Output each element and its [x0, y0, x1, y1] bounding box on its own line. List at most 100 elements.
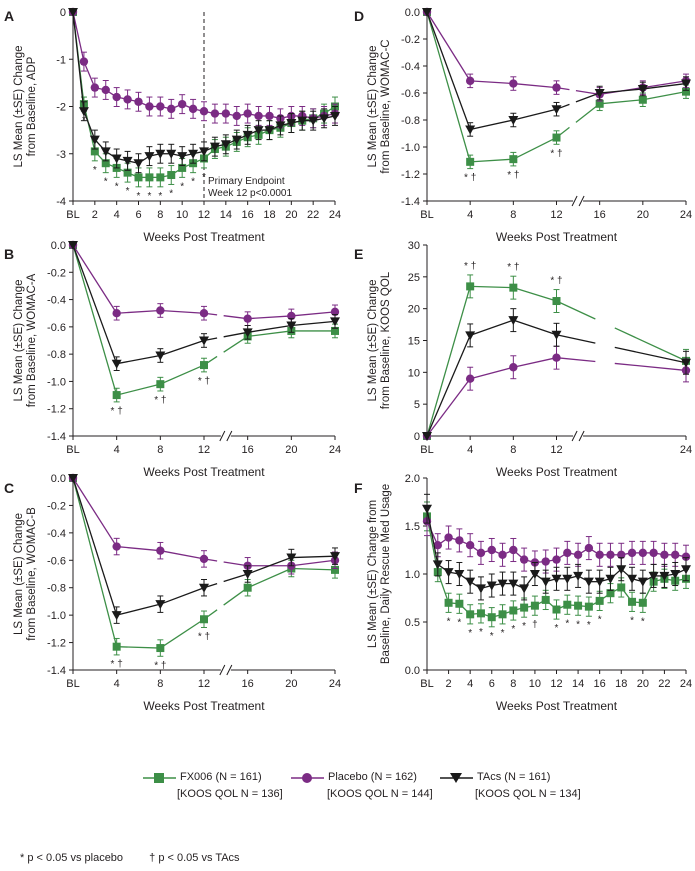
data-point: [520, 603, 529, 612]
series-line: [247, 567, 292, 589]
data-point: [79, 57, 89, 66]
axis-break-mark: [226, 430, 233, 442]
data-point: [166, 149, 177, 159]
data-point: [617, 583, 626, 592]
significance-marker: * †: [550, 276, 562, 287]
data-point: [465, 76, 475, 86]
y-tick-label: -0.4: [401, 61, 420, 73]
data-point: [682, 87, 690, 96]
data-point: [112, 642, 121, 651]
series-line: [291, 567, 336, 571]
significance-marker: *: [169, 188, 173, 199]
data-point: [167, 104, 176, 114]
x-tick-label: 2: [92, 209, 98, 221]
significance-marker: *: [490, 631, 494, 642]
significance-marker: *: [115, 181, 119, 192]
y-tick-label: -0.4: [47, 295, 66, 307]
series-line: [160, 309, 205, 314]
data-point: [156, 173, 165, 182]
data-point: [287, 311, 296, 321]
y-tick-label: 0.0: [51, 240, 66, 252]
series-tacs: [68, 8, 340, 174]
series-line: [83, 61, 96, 88]
data-point: [466, 610, 475, 619]
data-point: [476, 548, 486, 558]
data-point: [444, 533, 453, 542]
series-line: [116, 383, 161, 396]
series-line: [513, 136, 557, 160]
data-point: [486, 581, 497, 591]
data-point: [509, 363, 518, 372]
x-tick-label: 10: [529, 678, 541, 690]
footnote: * p < 0.05 vs placebo † p < 0.05 vs TAcs: [20, 852, 240, 864]
data-point: [330, 552, 340, 562]
data-point: [465, 331, 476, 341]
data-point: [199, 336, 209, 346]
data-point: [584, 543, 594, 553]
x-tick-label: 2: [446, 678, 452, 690]
x-tick-label: 24: [329, 678, 341, 690]
y-tick-label: -1: [56, 54, 66, 66]
data-point: [628, 597, 637, 606]
x-tick-label: 8: [510, 209, 516, 221]
y-tick-label: -0.8: [401, 115, 420, 127]
data-point: [627, 574, 638, 584]
series-line: [469, 366, 514, 380]
data-point: [466, 282, 475, 291]
panel-c: C 0.0 -0.2 -0.4 -0.6 -0.8 -1.0 -1.2 -1.4BL 4 8 12 16…: [4, 473, 341, 713]
panel-letter: E: [354, 246, 363, 262]
x-tick-label: 8: [510, 444, 516, 456]
data-point: [422, 8, 432, 17]
x-tick-label: 4: [467, 678, 473, 690]
data-point: [681, 79, 691, 89]
y-axis-title: from Baseline, KOOS QOL: [380, 271, 392, 409]
data-point: [112, 542, 121, 551]
x-tick-label: 8: [157, 678, 163, 690]
data-point: [681, 565, 691, 575]
series-line: [426, 11, 471, 163]
data-point: [123, 95, 132, 104]
series-line: [160, 587, 205, 605]
y-tick-label: -0.2: [47, 500, 66, 512]
series-line: [426, 335, 471, 437]
series-line: [470, 285, 514, 289]
axis-break-gap: [220, 430, 231, 442]
series-line: [556, 300, 596, 320]
y-tick-label: -3: [56, 149, 66, 161]
x-tick-label: 12: [198, 678, 210, 690]
significance-marker: *: [555, 623, 559, 634]
data-point: [529, 570, 540, 579]
series-line: [513, 108, 557, 121]
data-point: [178, 163, 187, 172]
series-tacs: [422, 308, 691, 441]
data-point: [156, 380, 165, 389]
y-axis-title: LS Mean (±SE) Change: [367, 45, 379, 167]
series-placebo: [422, 7, 691, 102]
data-point: [90, 83, 100, 92]
y-tick-label: 2.0: [405, 473, 420, 485]
y-tick-label: -1.0: [47, 610, 66, 622]
data-point: [444, 598, 453, 607]
series-line: [614, 346, 687, 364]
data-point: [90, 147, 99, 156]
x-tick-label: BL: [420, 678, 433, 690]
data-point: [422, 432, 432, 441]
data-point: [111, 611, 122, 621]
data-point: [220, 140, 231, 150]
data-point: [111, 154, 122, 164]
data-point: [562, 574, 573, 584]
data-point: [101, 159, 110, 168]
y-tick-label: -2: [56, 102, 66, 114]
series-line: [642, 91, 687, 101]
data-point: [319, 114, 330, 124]
significance-marker: *: [479, 627, 483, 638]
series-line: [72, 11, 85, 112]
legend-label-fx006: FX006 (N = 161): [180, 771, 262, 783]
data-point: [627, 548, 637, 558]
panel-letter: D: [354, 8, 364, 24]
data-point: [509, 283, 518, 292]
y-tick-label: -1.2: [47, 404, 66, 416]
data-point: [330, 111, 340, 121]
data-point: [156, 306, 165, 315]
